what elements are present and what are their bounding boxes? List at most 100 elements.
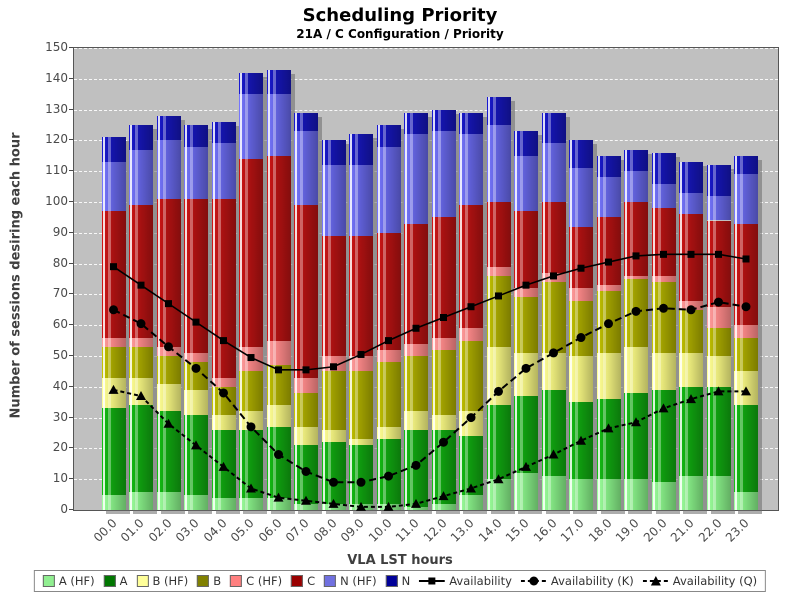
- chart-subtitle: 21A / C Configuration / Priority: [296, 27, 504, 41]
- circle-marker: [439, 437, 448, 447]
- bar-segment-ahf: [706, 476, 731, 510]
- x-tick-label: 11.0: [392, 516, 422, 545]
- bar-segment-n: [156, 115, 181, 141]
- bar-segment-n: [321, 140, 346, 166]
- triangle-marker: [383, 501, 394, 511]
- bar-segment-n: [211, 121, 236, 144]
- legend-label: N (HF): [340, 574, 377, 588]
- legend-label: B (HF): [152, 574, 189, 588]
- bar-segment-bhf: [514, 352, 538, 397]
- bar-highlight: [465, 112, 468, 510]
- triangle-marker: [631, 417, 641, 427]
- bar-highlight: [272, 69, 276, 510]
- x-tick-label: 06.0: [255, 516, 285, 545]
- bar-segment-b: [541, 282, 566, 353]
- circle-marker: [466, 413, 476, 423]
- bar-segment-ahf: [679, 476, 703, 510]
- bar-segment-nhf: [129, 149, 153, 206]
- triangle-marker: [466, 483, 476, 493]
- bar-16.0: [541, 112, 566, 510]
- square-marker: [275, 366, 282, 374]
- bar-segment-ahf: [431, 503, 456, 510]
- square-marker: [220, 337, 227, 345]
- bar-highlight: [570, 140, 572, 510]
- triangle-marker: [163, 418, 174, 428]
- square-marker: [137, 281, 145, 289]
- bar-segment-nhf: [459, 134, 483, 206]
- bar-21.0: [679, 161, 703, 510]
- x-tick-label: 03.0: [172, 516, 202, 545]
- bar-segment-b: [376, 362, 401, 427]
- legend-line-glyph-square: [419, 577, 446, 585]
- bar-segment-chf: [734, 325, 758, 338]
- bar-segment-nhf: [239, 94, 263, 159]
- y-tick-mark: [69, 47, 73, 48]
- gridline: [74, 48, 778, 49]
- bar-04.0: [211, 121, 236, 510]
- square-marker: [742, 255, 750, 263]
- bar-segment-bhf: [679, 352, 703, 387]
- bar-segment-a: [349, 445, 373, 504]
- x-tick-label: 12.0: [420, 516, 450, 545]
- bar-segment-n: [266, 69, 291, 95]
- bar-segment-b: [404, 356, 428, 412]
- bar-highlight: [245, 72, 248, 510]
- bar-highlight: [707, 165, 710, 510]
- square-marker: [660, 250, 667, 258]
- bar-segment-n: [514, 131, 538, 156]
- bar-segment-chf: [569, 288, 593, 301]
- legend-item-a-hf-: A (HF): [42, 574, 95, 588]
- square-marker: [467, 303, 475, 311]
- bar-segment-bhf: [349, 439, 373, 446]
- legend-label: C (HF): [246, 574, 283, 588]
- bar-highlight: [575, 140, 578, 510]
- bar-segment-ahf: [459, 494, 483, 510]
- bar-segment-bhf: [651, 352, 676, 390]
- bar-segment-bhf: [156, 383, 181, 412]
- bar-segment-chf: [266, 340, 291, 366]
- x-tick-label: 17.0: [557, 516, 587, 545]
- bar-segment-bhf: [211, 414, 236, 430]
- bar-highlight: [300, 112, 303, 510]
- bar-segment-chf: [211, 377, 236, 387]
- triangle-marker: [411, 498, 421, 508]
- bar-segment-ahf: [624, 479, 648, 510]
- y-tick-mark: [69, 355, 73, 356]
- x-tick-label: 20.0: [640, 516, 670, 545]
- legend-label: C: [307, 574, 316, 588]
- y-tick-label: 120: [45, 132, 68, 147]
- bar-segment-ahf: [156, 491, 181, 510]
- y-tick-label: 20: [52, 440, 68, 455]
- bar-segment-bhf: [376, 426, 401, 440]
- bar-segment-c: [514, 211, 538, 289]
- y-tick-mark: [69, 293, 73, 295]
- circle-marker: [741, 302, 751, 312]
- bar-segment-ahf: [101, 494, 126, 510]
- y-tick-mark: [69, 170, 73, 172]
- y-axis-title: Number of sessions desiring each hour: [8, 132, 24, 419]
- bar-segment-c: [376, 232, 401, 350]
- circle-marker: [219, 388, 228, 398]
- circle-marker: [301, 467, 311, 476]
- y-tick-mark: [69, 385, 73, 387]
- x-tick-label: 23.0: [722, 516, 752, 545]
- plot-area: [73, 47, 779, 511]
- bar-highlight: [322, 140, 325, 510]
- y-tick-label: 50: [52, 348, 68, 362]
- bar-highlight: [327, 140, 331, 510]
- bar-highlight: [735, 155, 737, 510]
- legend-label: Availability (K): [550, 574, 634, 588]
- line-triangle: [113, 388, 746, 508]
- y-tick-label: 30: [52, 409, 68, 424]
- bar-segment-n: [294, 112, 318, 132]
- bar-highlight: [547, 112, 551, 510]
- legend-swatch: [291, 575, 304, 587]
- gridline: [74, 109, 778, 111]
- triangle-marker: [136, 391, 146, 401]
- triangle-marker: [493, 474, 504, 484]
- bar-segment-b: [239, 371, 263, 412]
- bar-segment-bhf: [431, 414, 456, 430]
- bar-segment-nhf: [596, 177, 621, 218]
- x-tick-label: 22.0: [695, 516, 725, 545]
- triangle-marker: [438, 491, 449, 501]
